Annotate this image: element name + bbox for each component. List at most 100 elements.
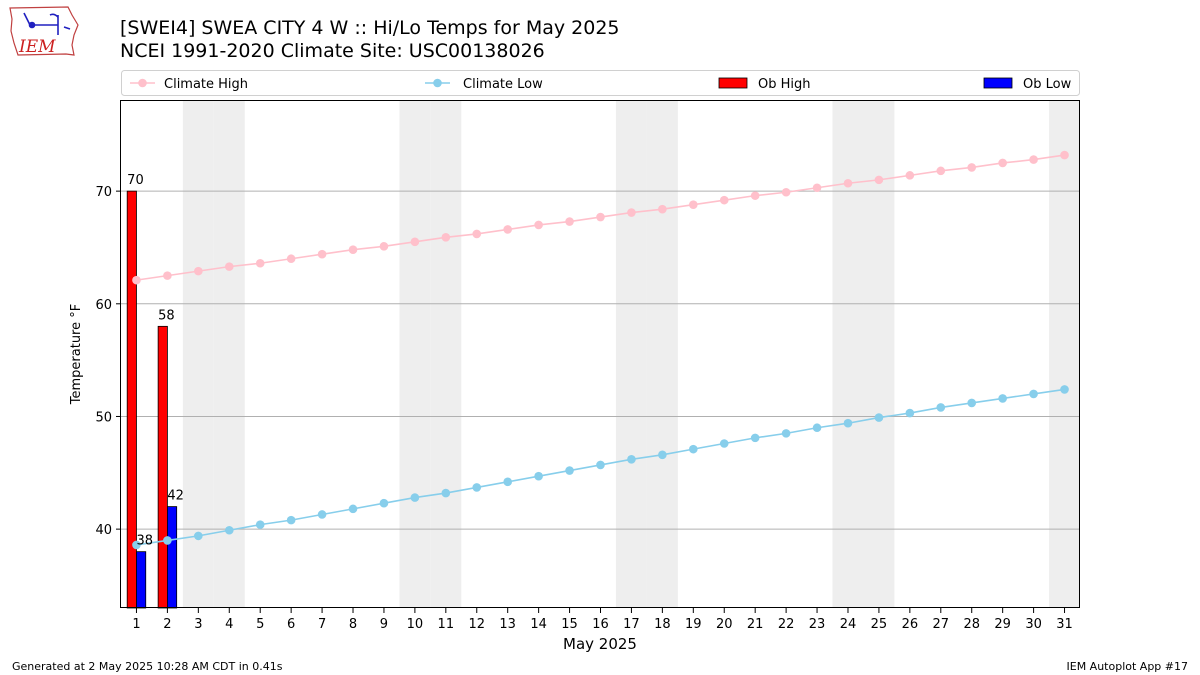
x-tick-label-6: 6 <box>287 617 295 632</box>
climate-high-point-29 <box>998 158 1007 168</box>
x-tick-label-29: 29 <box>994 617 1011 632</box>
climate-high-point-20 <box>719 195 729 205</box>
legend-ob-low-label: Ob Low <box>1023 77 1072 92</box>
climate-high-point-3 <box>194 266 203 276</box>
x-tick-label-19: 19 <box>685 617 702 632</box>
climate-low-point-8 <box>348 504 358 514</box>
climate-high-point-26 <box>905 171 915 180</box>
x-tick-label-31: 31 <box>1056 617 1073 632</box>
x-tick-label-2: 2 <box>163 617 171 632</box>
climate-low-point-27 <box>936 403 946 412</box>
climate-high-point-1 <box>132 275 141 285</box>
weekend-band-4 <box>213 101 245 608</box>
chart-subtitle: NCEI 1991-2020 Climate Site: USC00138026 <box>120 40 545 62</box>
footer-app: IEM Autoplot App #17 <box>1066 660 1189 673</box>
ob-low-label-2: 42 <box>167 489 184 504</box>
chart-title: [SWEI4] SWEA CITY 4 W :: Hi/Lo Temps for… <box>120 17 620 39</box>
climate-low-point-13 <box>503 477 512 487</box>
climate-high-point-25 <box>874 175 884 185</box>
y-axis-label: Temperature °F <box>69 304 84 405</box>
climate-lines <box>132 150 1069 550</box>
legend-climate-high-swatch-marker <box>138 78 147 88</box>
climate-high-point-2 <box>163 271 172 280</box>
climate-high-point-6 <box>286 254 296 264</box>
x-tick-label-25: 25 <box>871 617 888 632</box>
climate-high-point-12 <box>472 229 482 239</box>
gridlines <box>121 190 1080 530</box>
weekend-shading <box>182 101 1080 608</box>
climate-low-point-12 <box>472 483 482 492</box>
x-tick-label-7: 7 <box>318 617 326 632</box>
x-tick-label-16: 16 <box>592 617 609 632</box>
climate-low-point-28 <box>967 398 977 408</box>
climate-high-point-19 <box>689 200 698 209</box>
x-tick-label-23: 23 <box>809 617 826 632</box>
climate-low-point-4 <box>224 525 234 535</box>
legend-climate-high-label: Climate High <box>164 77 248 92</box>
climate-low-point-6 <box>286 515 296 525</box>
ob-low-label-1: 38 <box>136 534 153 549</box>
weekend-band-25 <box>863 101 895 608</box>
x-tick-label-21: 21 <box>747 617 764 632</box>
legend-ob-low-swatch <box>983 77 1013 89</box>
legend-climate-low-swatch-marker <box>433 78 442 88</box>
climate-high-point-4 <box>224 262 234 271</box>
logo-text: IEM <box>18 37 56 57</box>
x-tick-label-24: 24 <box>840 617 857 632</box>
y-tick-label-60: 60 <box>95 298 112 313</box>
climate-high-point-14 <box>534 220 543 230</box>
climate-low-point-16 <box>596 460 605 470</box>
footer-generated: Generated at 2 May 2025 10:28 AM CDT in … <box>12 660 283 673</box>
climate-high-point-16 <box>596 212 605 222</box>
climate-low-point-5 <box>255 520 265 529</box>
x-tick-label-4: 4 <box>225 617 233 632</box>
climate-high-point-24 <box>843 178 853 188</box>
x-tick-label-18: 18 <box>654 617 671 632</box>
x-tick-label-30: 30 <box>1025 617 1042 632</box>
x-tick-label-20: 20 <box>716 617 733 632</box>
x-tick-label-15: 15 <box>561 617 578 632</box>
climate-high-point-28 <box>967 163 977 172</box>
bar-labels: 70 58 38 42 <box>127 173 184 549</box>
legend-ob-high-swatch <box>718 77 748 89</box>
climate-low-point-19 <box>689 444 698 454</box>
climate-low-point-2 <box>163 536 172 545</box>
weather-station-icon <box>23 12 71 35</box>
climate-high-point-21 <box>750 191 760 200</box>
climate-low-point-24 <box>843 418 853 428</box>
climate-low-point-29 <box>998 394 1007 403</box>
x-tick-label-13: 13 <box>499 617 516 632</box>
climate-high-point-5 <box>255 258 265 268</box>
legend-box <box>121 70 1080 96</box>
ob-high-label-1: 70 <box>127 173 144 188</box>
climate-low-point-17 <box>627 454 636 464</box>
iowa-state-outline-icon <box>9 6 79 56</box>
x-tick-label-27: 27 <box>933 617 950 632</box>
weekend-band-17 <box>615 101 647 608</box>
climate-high-point-18 <box>658 204 667 214</box>
y-tick-label-40: 40 <box>95 523 112 538</box>
climate-high-point-31 <box>1060 150 1069 160</box>
climate-low-point-1 <box>132 540 141 550</box>
iem-logo: IEM <box>9 6 79 57</box>
climate-low-point-31 <box>1060 385 1069 394</box>
climate-high-point-9 <box>379 242 389 251</box>
climate-low-point-14 <box>534 471 543 481</box>
plot-frame <box>120 100 1080 608</box>
ob-high-bar-2 <box>157 325 168 609</box>
climate-low-point-23 <box>812 423 822 433</box>
legend-climate-low-label: Climate Low <box>463 77 543 92</box>
x-tick-label-10: 10 <box>407 617 424 632</box>
climate-high-point-30 <box>1029 155 1038 164</box>
climate-low-point-7 <box>317 510 327 519</box>
weekend-band-11 <box>430 101 462 608</box>
x-tick-label-28: 28 <box>963 617 980 632</box>
climate-low-point-15 <box>565 466 574 475</box>
climate-high-point-13 <box>503 225 512 234</box>
x-tick-label-17: 17 <box>623 617 640 632</box>
climate-low-point-9 <box>379 498 389 508</box>
weekend-band-24 <box>832 101 864 608</box>
climate-high-point-17 <box>627 208 636 217</box>
ob-high-label-2: 58 <box>158 308 175 323</box>
